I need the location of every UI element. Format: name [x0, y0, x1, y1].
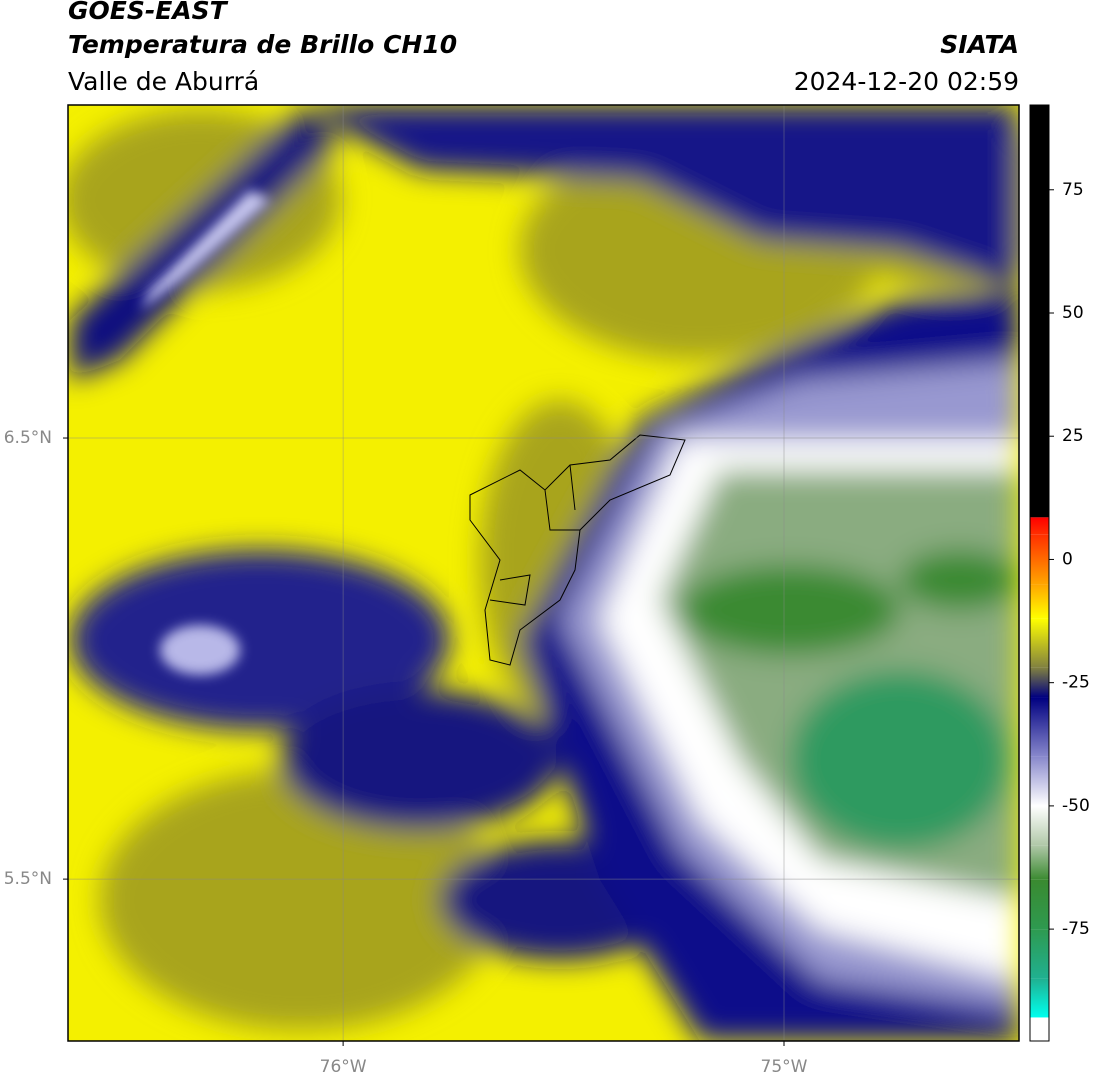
datetime: 2024-12-20 02:59	[794, 67, 1019, 96]
colorbar-segment	[1030, 845, 1049, 880]
imagery	[68, 105, 1019, 1041]
colorbar-tick-label: 75	[1062, 180, 1084, 200]
colorbar-segment	[1030, 534, 1049, 585]
colorbar-segment	[1030, 879, 1049, 930]
y-tick-label: 6.5°N	[4, 428, 52, 448]
colorbar-frame	[1029, 104, 1050, 1042]
colorbar-tick-label: -25	[1062, 673, 1090, 693]
colorbar-tick-label: -50	[1062, 796, 1090, 816]
x-tick-label: 75°W	[761, 1057, 808, 1077]
colorbar-tick-label: 25	[1062, 426, 1084, 446]
colorbar-tick-label: -75	[1062, 919, 1090, 939]
colorbar-segment	[1030, 805, 1049, 846]
x-tick-label: 76°W	[320, 1057, 367, 1077]
plot-frame	[67, 104, 1020, 1042]
colorbar-segment	[1030, 584, 1049, 619]
colorbar-segment	[1030, 105, 1049, 518]
colorbar-segment	[1030, 697, 1049, 757]
colorbar-tick-label: 0	[1062, 549, 1073, 569]
colorbar-segment	[1030, 929, 1049, 979]
colorbar-segment	[1030, 618, 1049, 668]
municipal-boundaries	[469, 434, 686, 666]
region: Valle de Aburrá	[68, 67, 259, 96]
source: SIATA	[940, 30, 1019, 59]
grid	[68, 105, 1019, 1041]
colorbar-segment	[1030, 667, 1049, 698]
colorbar-segment	[1030, 517, 1049, 535]
colorbar-segment	[1030, 1017, 1049, 1041]
colorbar-segment	[1030, 978, 1049, 1018]
colorbar-segment	[1030, 756, 1049, 806]
colorbar-tick-label: 50	[1062, 303, 1084, 323]
title: GOES-EAST	[68, 0, 229, 25]
subtitle: Temperatura de Brillo CH10	[68, 30, 457, 59]
y-tick-label: 5.5°N	[4, 869, 52, 889]
